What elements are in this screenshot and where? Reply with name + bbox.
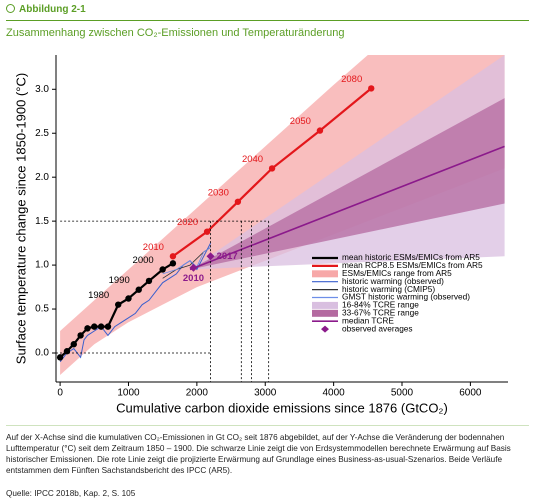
- data-point: [91, 323, 98, 330]
- x-tick-label: 5000: [391, 388, 414, 399]
- x-tick-label: 1000: [117, 388, 140, 399]
- point-label: 1980: [88, 290, 109, 301]
- header-rule: [6, 20, 529, 21]
- legend-swatch: [321, 325, 329, 333]
- chart: 1980199020002010202020302040205020802010…: [13, 55, 508, 415]
- y-tick-label: 3.0: [35, 84, 49, 95]
- y-tick-label: 1.0: [35, 260, 49, 271]
- point-label: 1990: [109, 275, 130, 286]
- legend-swatch: [312, 309, 338, 317]
- point-label: 2040: [242, 154, 263, 165]
- x-tick-label: 4000: [323, 388, 346, 399]
- data-point: [203, 228, 211, 235]
- data-point: [97, 323, 105, 330]
- point-label: 2020: [177, 217, 198, 228]
- caption: Auf der X-Achse sind die kumulativen CO₂…: [6, 433, 511, 475]
- point-label: 2030: [208, 187, 229, 198]
- point-label: 2080: [341, 74, 362, 85]
- data-point: [70, 341, 77, 348]
- data-point: [145, 277, 153, 285]
- y-tick-label: 2.0: [35, 172, 49, 183]
- y-tick-label: 1.5: [35, 216, 49, 227]
- legend-swatch: [312, 270, 338, 278]
- data-point: [135, 286, 142, 293]
- data-point: [115, 301, 122, 308]
- observed-point: [189, 263, 198, 272]
- data-point: [316, 127, 324, 134]
- y-tick-label: 0.0: [35, 348, 49, 359]
- x-tick-label: 6000: [459, 388, 482, 399]
- y-tick-label: 2.5: [35, 128, 49, 139]
- legend-label: 33-67% TCRE range: [342, 307, 419, 317]
- data-point: [234, 198, 242, 205]
- y-tick-label: 0.5: [35, 304, 49, 315]
- x-tick-label: 0: [57, 388, 63, 399]
- data-line: [172, 87, 372, 258]
- legend-label: ESMs/EMICs range from AR5: [342, 268, 452, 278]
- point-label: 2050: [290, 116, 311, 127]
- point-label: 2010: [183, 273, 204, 284]
- legend-label: historic warming (CMIP5): [342, 284, 435, 294]
- observed-point: [206, 252, 215, 261]
- data-point: [104, 323, 112, 330]
- data-point: [77, 332, 84, 339]
- legend-label: median TCRE: [342, 315, 394, 325]
- data-point: [84, 325, 91, 332]
- plot: [56, 55, 505, 382]
- data-point: [169, 253, 177, 260]
- data-point: [56, 354, 64, 361]
- figure-number: Abbildung 2-1: [19, 4, 86, 15]
- y-axis-title: Surface temperature change since 1850-19…: [13, 73, 28, 364]
- data-point: [368, 85, 375, 92]
- data-point: [268, 165, 276, 172]
- legend-label: mean RCP8.5 ESMs/EMICs from AR5: [342, 260, 483, 270]
- data-point: [169, 260, 177, 267]
- x-tick-label: 2000: [186, 388, 209, 399]
- x-tick-label: 3000: [254, 388, 277, 399]
- legend-label: 16-84% TCRE range: [342, 300, 419, 310]
- point-label: 2000: [133, 255, 154, 266]
- point-label: 2017: [217, 251, 238, 262]
- caption-rule: [6, 425, 529, 426]
- figure-title: Zusammenhang zwischen CO₂-Emissionen und…: [6, 27, 345, 39]
- x-axis-title: Cumulative carbon dioxide emissions sinc…: [116, 400, 448, 415]
- figure-label: Abbildung 2-1: [6, 4, 86, 15]
- point-label: 2010: [143, 242, 164, 253]
- legend-label: historic warming (observed): [342, 276, 444, 286]
- data-point: [159, 266, 166, 273]
- data-line: [189, 145, 505, 271]
- legend-swatch: [312, 301, 338, 309]
- data-point: [125, 295, 132, 302]
- source: Quelle: IPCC 2018b, Kap. 2, S. 105: [6, 489, 136, 498]
- legend-label: mean historic ESMs/EMICs from AR5: [342, 252, 480, 262]
- legend-label: GMST historic warming (observed): [342, 292, 470, 302]
- legend-label: observed averages: [342, 323, 413, 333]
- data-point: [63, 348, 71, 355]
